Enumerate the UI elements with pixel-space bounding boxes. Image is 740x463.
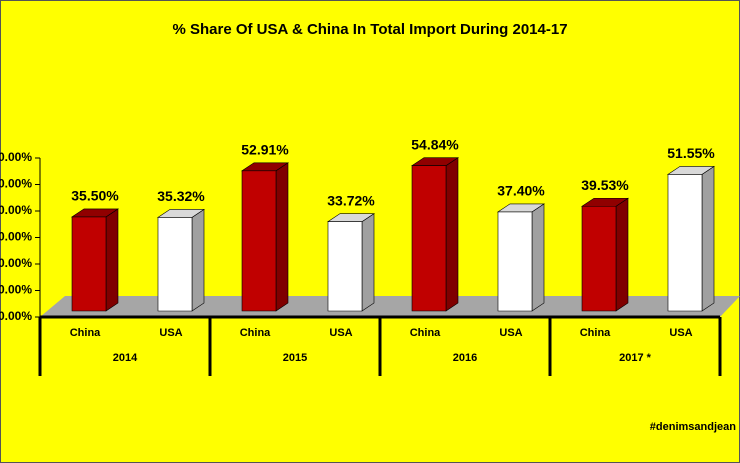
- x-tick-label: China: [580, 327, 611, 339]
- y-tick-label: 50.00%: [0, 177, 32, 191]
- bar: [241, 162, 289, 312]
- bar-face: [157, 217, 193, 312]
- floor: [40, 296, 740, 317]
- x-tick-label: USA: [499, 327, 522, 339]
- bar-face: [701, 165, 715, 312]
- bar: [497, 203, 545, 312]
- x-tick-label: China: [410, 327, 441, 339]
- x-tick-label: China: [240, 327, 271, 339]
- bar: [157, 208, 205, 312]
- x-tick-label: China: [70, 327, 101, 339]
- bar-face: [241, 170, 277, 312]
- x-tick-label: USA: [669, 327, 692, 339]
- bar-face: [615, 197, 629, 312]
- y-tick-label: 10.00%: [0, 283, 32, 297]
- y-tick-label: 20.00%: [0, 256, 32, 270]
- bar-face: [105, 208, 119, 312]
- value-label: 37.40%: [497, 183, 545, 199]
- chart-title: % Share Of USA & China In Total Import D…: [172, 21, 567, 38]
- bar-face: [445, 157, 459, 312]
- source: #denimsandjean: [650, 421, 736, 433]
- bar-face: [531, 203, 545, 312]
- x-tick-label: USA: [329, 327, 352, 339]
- group-label: 2017 *: [619, 352, 652, 364]
- bar: [327, 213, 375, 312]
- bar: [71, 208, 119, 312]
- bar: [411, 157, 459, 312]
- group-label: 2014: [113, 352, 138, 364]
- bar-face: [71, 216, 107, 312]
- value-label: 33.72%: [327, 192, 375, 208]
- bar-face: [275, 162, 289, 312]
- bar-face: [191, 208, 205, 312]
- y-tick-label: 60.00%: [0, 150, 32, 164]
- bar-face: [327, 221, 363, 312]
- y-tick-label: 30.00%: [0, 230, 32, 244]
- y-tick-label: 40.00%: [0, 203, 32, 217]
- value-label: 39.53%: [581, 177, 629, 193]
- value-label: 54.84%: [411, 136, 459, 152]
- bar-face: [497, 211, 533, 312]
- bar: [667, 165, 715, 312]
- bar: [581, 197, 629, 312]
- group-label: 2015: [283, 352, 307, 364]
- value-label: 51.55%: [667, 145, 715, 161]
- x-tick-label: USA: [159, 327, 182, 339]
- y-tick-label: 0.00%: [0, 309, 32, 323]
- bar-face: [581, 205, 617, 312]
- bar-face: [361, 213, 375, 312]
- value-label: 35.32%: [157, 188, 205, 204]
- bar-face: [411, 165, 447, 312]
- value-label: 35.50%: [71, 188, 119, 204]
- bar-face: [667, 174, 703, 312]
- value-label: 52.91%: [241, 141, 289, 157]
- group-label: 2016: [453, 352, 477, 364]
